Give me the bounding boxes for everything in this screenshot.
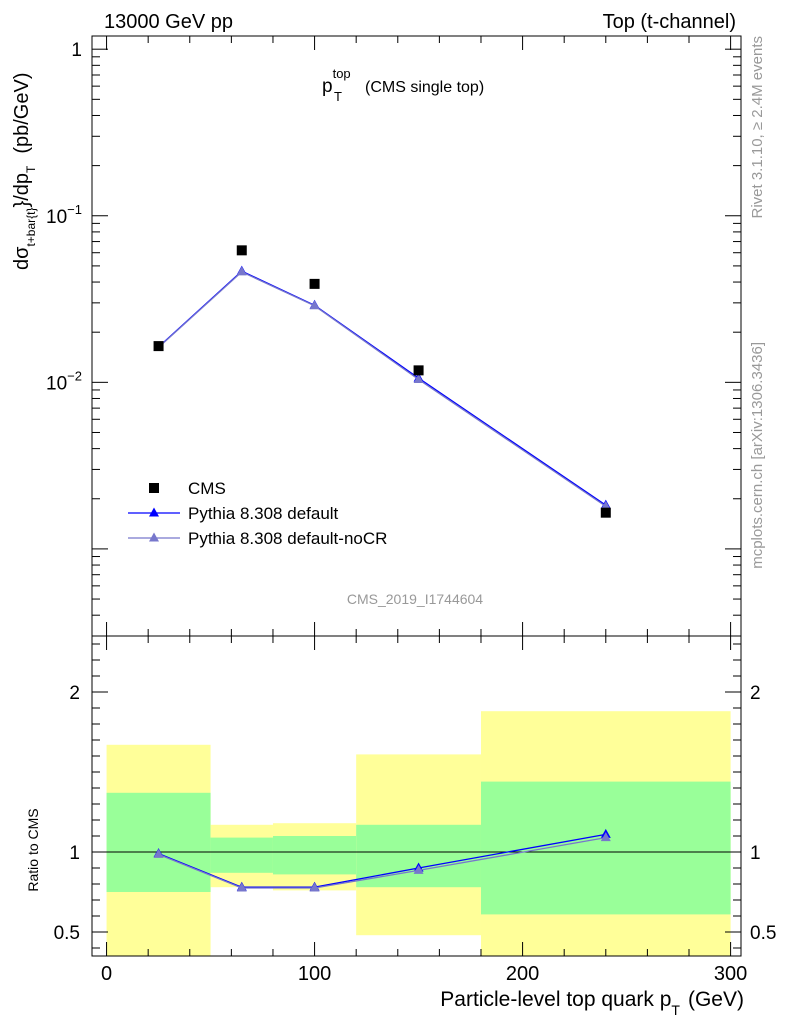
legend-label-0: CMS	[188, 479, 226, 498]
main-y-tick-label-2: 10−2	[46, 368, 82, 394]
main-y-tick-exp: −1	[67, 202, 82, 217]
plot-title-main: p	[322, 76, 333, 97]
plot-title: ptop T (CMS single top)	[322, 66, 484, 104]
data-point-0	[153, 341, 164, 352]
main-ylabel: dσt+bar{t}}/dpT (pb/GeV)	[11, 73, 38, 271]
plot-title-suffix: (CMS single top)	[365, 79, 484, 96]
xlabel-main: Particle-level top quark p	[440, 988, 671, 1011]
data-point-1	[236, 245, 247, 256]
ratio-frame	[91, 635, 742, 957]
legend-marker-1	[149, 507, 159, 517]
ratio-y-tick-label-right-2: 2	[750, 683, 761, 704]
ratio-point-1-4	[600, 832, 611, 842]
main-point-2-1	[236, 266, 247, 276]
main-point-2-3	[413, 373, 424, 383]
main-y-tick-base: 10	[46, 207, 67, 228]
ratio-panel: 0 100 200 3000.5 0.51 12 2	[54, 635, 776, 985]
main-point-2-4	[600, 500, 611, 510]
x-tick-label: 200	[506, 963, 539, 985]
data-point-3	[413, 365, 424, 376]
ratio-point-1-0	[153, 848, 164, 858]
xlabel-suffix: (GeV)	[688, 988, 744, 1011]
main-y-tick-base: 10	[46, 373, 67, 394]
plot-title-sub: T	[334, 89, 342, 104]
header-energy: 13000 GeV pp	[104, 11, 233, 33]
side-label-mcplots: mcplots.cern.ch [arXiv:1306.3436]	[749, 342, 766, 569]
main-y-tick-exp: −2	[67, 368, 82, 383]
plot-title-sup: top	[333, 66, 351, 81]
legend-label-2: Pythia 8.308 default-noCR	[188, 529, 387, 548]
x-tick-label: 300	[714, 963, 747, 985]
ylabel-sub1: t+bar{t}	[24, 207, 38, 246]
ylabel-suffix: (pb/GeV)	[11, 73, 33, 154]
ratio-y-tick-label-2: 2	[69, 683, 80, 704]
x-tick-label: 100	[298, 963, 331, 985]
main-y-tick-label-0: 1	[71, 40, 82, 61]
main-panel: 110−110−2	[46, 35, 742, 637]
x-axis-label: Particle-level top quark pT (GeV)	[440, 988, 744, 1018]
ratio-band-inner-4	[480, 781, 731, 915]
legend-marker-0	[149, 483, 159, 493]
legend: CMS Pythia 8.308 default Pythia 8.308 defa…	[128, 479, 387, 548]
ratio-y-tick-label-right-1: 1	[750, 843, 761, 864]
header-process: Top (t-channel)	[603, 11, 736, 33]
data-point-2	[309, 278, 320, 289]
xlabel-sub: T	[671, 1002, 680, 1018]
main-line-2	[158, 271, 607, 507]
ratio-y-tick-label-1: 1	[69, 843, 80, 864]
legend-marker-2	[149, 532, 159, 542]
main-y-tick-label-1: 10−1	[46, 202, 82, 228]
ratio-y-tick-label-0: 0.5	[54, 923, 80, 944]
ratio-band-inner-2	[272, 836, 357, 875]
ratio-y-tick-label-right-0: 0.5	[750, 923, 776, 944]
side-label-rivet: Rivet 3.1.10, ≥ 2.4M events	[749, 36, 766, 219]
ratio-point-1-2	[309, 882, 320, 892]
x-tick-label: 0	[101, 963, 112, 985]
ratio-ylabel: Ratio to CMS	[25, 808, 41, 891]
ylabel-mid: }/dp	[11, 173, 33, 207]
ratio-point-1-1	[236, 882, 247, 892]
ratio-band-inner-1	[210, 837, 273, 873]
main-point-2-2	[309, 300, 320, 310]
data-point-4	[600, 507, 611, 518]
ratio-point-1-3	[413, 864, 424, 874]
ylabel-prefix: dσ	[11, 246, 33, 270]
ylabel-sub2: T	[24, 165, 38, 173]
ratio-band-inner-0	[106, 792, 211, 892]
main-y-tick-base: 1	[71, 40, 82, 61]
main-line-1	[158, 270, 607, 506]
analysis-tag: CMS_2019_I1744604	[347, 591, 483, 607]
legend-label-1: Pythia 8.308 default	[188, 504, 339, 523]
